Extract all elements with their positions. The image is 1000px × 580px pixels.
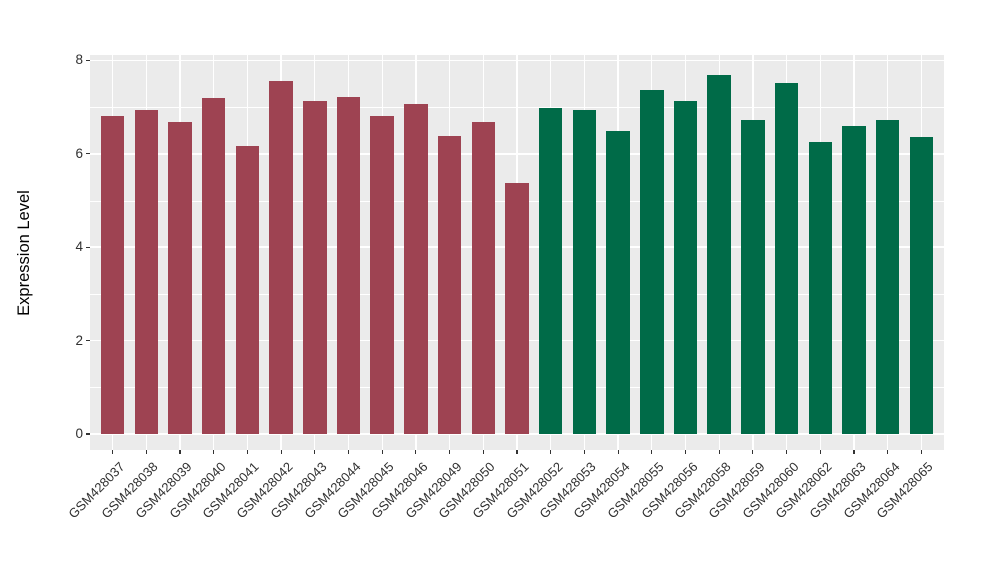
x-tick-mark [381, 450, 383, 454]
x-tick-mark [752, 450, 754, 454]
x-tick-mark [617, 450, 619, 454]
x-tick-mark [213, 450, 215, 454]
bar-GSM428040 [201, 97, 226, 434]
x-tick-mark [246, 450, 248, 454]
bar-GSM428037 [100, 115, 125, 434]
y-tick-mark [86, 340, 90, 342]
bar-GSM428053 [572, 109, 597, 434]
bar-GSM428046 [404, 104, 428, 434]
y-tick-mark [86, 59, 90, 61]
bar-GSM428063 [842, 125, 866, 434]
bar-GSM428064 [875, 119, 900, 434]
bar-GSM428060 [774, 83, 799, 434]
bar-GSM428052 [538, 108, 563, 434]
x-tick-mark [684, 450, 687, 454]
x-tick-mark [819, 450, 821, 454]
y-axis-tick-label-6: 6 [75, 145, 83, 161]
bar-GSM428058 [707, 75, 731, 434]
y-tick-mark [86, 433, 90, 435]
x-tick-mark [482, 450, 484, 454]
x-tick-mark [314, 450, 316, 454]
bar-GSM428059 [741, 119, 765, 434]
x-axis-label-GSM428065: GSM428065 [785, 458, 936, 521]
x-tick-mark [449, 450, 451, 454]
y-axis-tick-label-4: 4 [75, 239, 83, 255]
bar-GSM428065 [909, 136, 934, 434]
x-tick-mark [516, 450, 518, 454]
bar-GSM428045 [370, 115, 394, 434]
bar-GSM428041 [235, 146, 260, 434]
x-tick-mark [280, 450, 282, 454]
x-tick-mark [887, 450, 889, 454]
bar-GSM428055 [640, 89, 664, 434]
bar-GSM428038 [134, 110, 159, 434]
x-tick-mark [415, 450, 417, 454]
bar-GSM428054 [606, 131, 630, 434]
x-tick-mark [651, 450, 653, 454]
x-tick-mark [920, 450, 922, 454]
x-tick-mark [853, 450, 855, 454]
y-axis-tick-label-2: 2 [75, 332, 83, 348]
y-tick-mark [86, 246, 90, 248]
bar-GSM428042 [269, 81, 293, 434]
x-tick-mark [112, 450, 114, 454]
y-axis-tick-label-0: 0 [75, 426, 83, 441]
x-tick-mark [786, 450, 788, 454]
bar-GSM428050 [471, 122, 496, 434]
x-tick-mark [718, 450, 720, 454]
bar-GSM428049 [437, 136, 462, 434]
x-tick-mark [550, 450, 552, 454]
plot-panel [90, 55, 944, 450]
y-tick-mark [86, 153, 90, 155]
x-tick-mark [583, 450, 585, 454]
y-axis-title: Expression Level [15, 189, 33, 316]
x-tick-mark [347, 450, 350, 454]
bar-GSM428043 [303, 101, 327, 434]
bar-GSM428044 [336, 96, 361, 434]
y-axis-tick-label-8: 8 [75, 52, 83, 68]
bar-GSM428051 [505, 183, 529, 434]
x-tick-mark [145, 450, 147, 454]
bar-GSM428062 [808, 142, 833, 434]
bar-GSM428056 [673, 100, 698, 434]
x-tick-mark [179, 450, 181, 454]
bar-GSM428039 [168, 122, 192, 434]
x-axis-label-text: GSM428065 [873, 459, 936, 522]
